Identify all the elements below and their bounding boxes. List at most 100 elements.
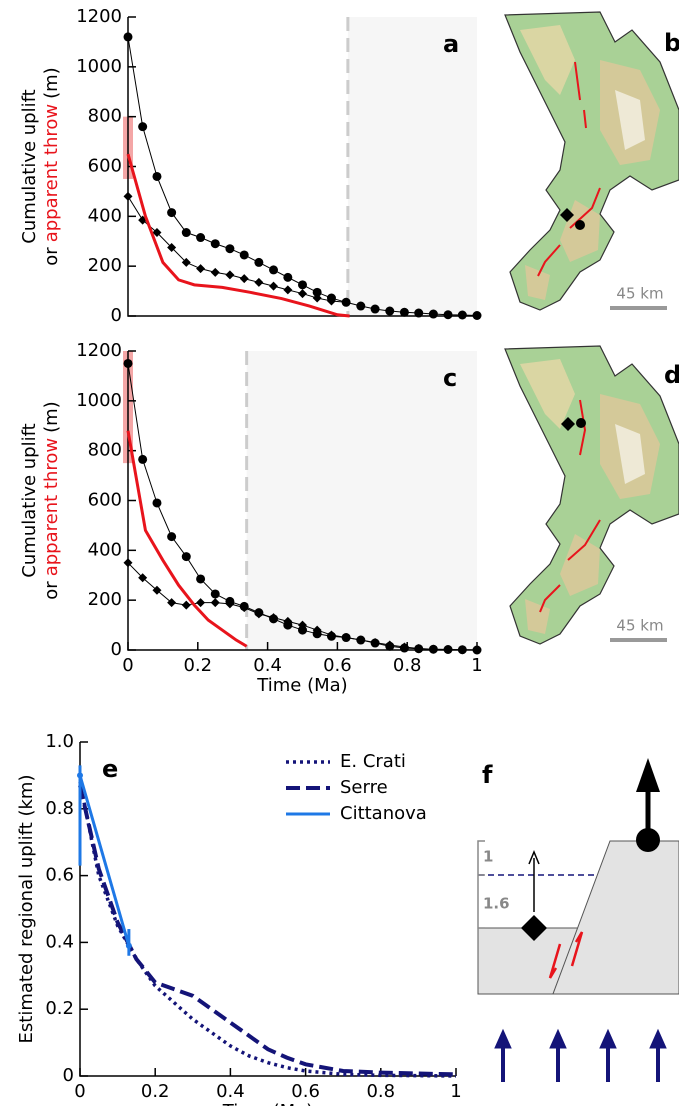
x-tick-label: 0.4 [253, 655, 282, 676]
arrow [528, 850, 540, 912]
y-tick-label: 600 [88, 156, 122, 177]
point [225, 599, 235, 609]
point [283, 285, 293, 295]
scale-label: 45 km [616, 617, 663, 635]
series-line [126, 153, 350, 318]
y-tick-label: 0 [111, 305, 122, 326]
shaded-region [246, 351, 477, 650]
y-tick-label: 0.2 [45, 998, 74, 1019]
point [399, 642, 409, 652]
series-line [78, 781, 457, 1078]
y-tick-label: 1200 [76, 6, 122, 27]
y-axis-label-part: (m) [41, 401, 62, 433]
x-axis-label: Time (Ma) [222, 1101, 313, 1106]
point [181, 228, 191, 238]
point [399, 307, 409, 317]
site-dot [575, 220, 585, 230]
point [341, 633, 351, 643]
y-tick-label: 800 [88, 106, 122, 127]
site-dot [576, 418, 586, 428]
y-tick-label: 0 [63, 1065, 74, 1086]
point [385, 640, 395, 650]
point [167, 208, 177, 218]
series-line [78, 784, 457, 1077]
point [123, 558, 133, 568]
point [152, 171, 162, 181]
y-tick-label: 600 [88, 490, 122, 511]
y-tick-label: 800 [88, 440, 122, 461]
point [196, 233, 206, 243]
diamond [521, 915, 547, 941]
point [312, 293, 322, 303]
legend-label: Cittanova [340, 803, 427, 824]
y-tick-label: 400 [88, 205, 122, 226]
scale-label: 45 km [616, 285, 663, 303]
point [181, 257, 191, 267]
site-diamond [560, 208, 574, 222]
shaded-region [347, 17, 477, 316]
point [269, 265, 279, 275]
axes [79, 742, 456, 1077]
diagram-f: f 1 1.6 [477, 758, 679, 1082]
point [414, 644, 424, 654]
point [443, 310, 453, 320]
point [125, 942, 132, 949]
legend-label: Serre [340, 777, 388, 798]
y-axis-label-part: apparent throw [41, 104, 62, 242]
point [370, 304, 380, 314]
point [196, 598, 206, 608]
x-tick-label: 0.8 [366, 1081, 395, 1102]
y-tick-label: 200 [88, 255, 122, 276]
series-line [126, 430, 248, 648]
y-axis-label: Cumulative uplift [19, 89, 40, 243]
legend-label: E. Crati [340, 751, 406, 772]
point [181, 552, 191, 562]
point [77, 772, 83, 779]
chart: 0 0.2 0.4 0.6 0.8 1.0 0 0.2 0.4 0.6 0.8 1 Time (Ma) E… [16, 731, 462, 1106]
chart: 0 200 400 600 800 1000 1200 Cumulative upliftor… [19, 6, 482, 326]
x-tick-label: 0.2 [141, 1081, 170, 1102]
level-label: 1 [483, 848, 493, 866]
x-tick-label: 1 [450, 1081, 461, 1102]
point [298, 625, 307, 635]
x-tick-label: 0.6 [291, 1081, 320, 1102]
point [225, 270, 235, 280]
point [298, 280, 307, 290]
point [356, 301, 366, 311]
series-line [127, 196, 347, 303]
point [298, 289, 307, 299]
y-axis-label-part: Cumulative uplift [19, 89, 40, 243]
point [254, 277, 264, 287]
site-diamond [561, 417, 575, 431]
y-axis-label-part: (m) [41, 67, 62, 99]
point [138, 454, 148, 464]
point [254, 257, 264, 267]
point [298, 620, 307, 630]
y-tick-label: 1.0 [45, 731, 74, 752]
hangingwall-block [552, 840, 679, 995]
y-tick-label: 0.6 [45, 865, 74, 886]
point [123, 358, 133, 368]
point [239, 603, 249, 613]
point [370, 638, 380, 648]
panel-label: d [664, 361, 679, 389]
point [196, 574, 206, 584]
point [443, 645, 453, 655]
point [210, 267, 220, 277]
panel-label: b [664, 29, 679, 57]
point [356, 635, 366, 645]
y-axis-label-part: or [41, 581, 62, 600]
fault [537, 61, 601, 277]
y-tick-label: 200 [88, 589, 122, 610]
y-tick-label: 0.4 [45, 931, 74, 952]
point [239, 274, 249, 284]
point [472, 311, 482, 321]
y-tick-label: 1000 [76, 390, 122, 411]
y-axis-label: or apparent throw (m) [41, 67, 62, 265]
fault [539, 399, 601, 613]
point [196, 264, 206, 274]
point [167, 598, 177, 608]
point [326, 296, 336, 306]
y-tick-label: 400 [88, 539, 122, 560]
